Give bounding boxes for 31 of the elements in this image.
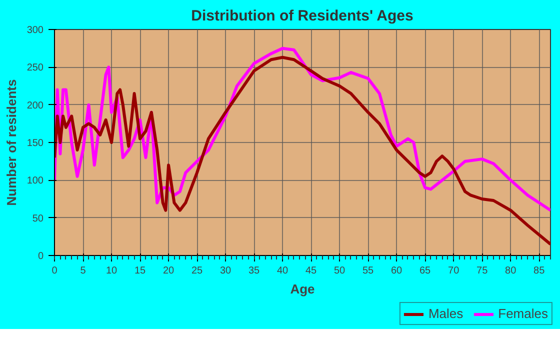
y-tick-label: 250 [26, 62, 44, 74]
x-tick-label: 50 [334, 266, 346, 276]
x-tick-label: 10 [106, 266, 118, 276]
y-axis-title: Number of residents [4, 79, 19, 206]
y-tick-label: 150 [26, 138, 44, 149]
x-tick-label: 35 [248, 266, 260, 276]
y-tick-label: 300 [26, 25, 44, 36]
legend-label: Males [428, 306, 464, 321]
x-tick-label: 5 [80, 266, 86, 276]
x-tick-label: 15 [134, 266, 146, 276]
x-tick-label: 75 [476, 266, 488, 276]
legend-label: Females [498, 306, 548, 321]
x-axis-title: Age [290, 282, 315, 296]
x-tick-label: 55 [362, 266, 374, 276]
y-tick-label: 100 [26, 176, 44, 187]
chart-title: Distribution of Residents' Ages [191, 8, 414, 24]
x-tick-label: 45 [305, 266, 318, 276]
y-tick-label: 200 [26, 100, 44, 112]
x-tick-label: 80 [505, 266, 517, 276]
x-tick-label: 70 [448, 266, 460, 276]
x-tick-label: 20 [162, 266, 175, 276]
x-tick-label: 0 [52, 266, 58, 276]
y-tick-label: 0 [38, 251, 44, 262]
x-tick-label: 65 [420, 266, 432, 276]
x-tick-label: 40 [276, 266, 289, 276]
x-tick-label: 30 [220, 266, 232, 276]
line-series [54, 56, 550, 246]
x-tick-label: 25 [191, 266, 204, 276]
y-tick-label: 50 [32, 213, 44, 224]
x-tick-label: 60 [391, 266, 403, 276]
x-tick-label: 85 [534, 266, 546, 276]
